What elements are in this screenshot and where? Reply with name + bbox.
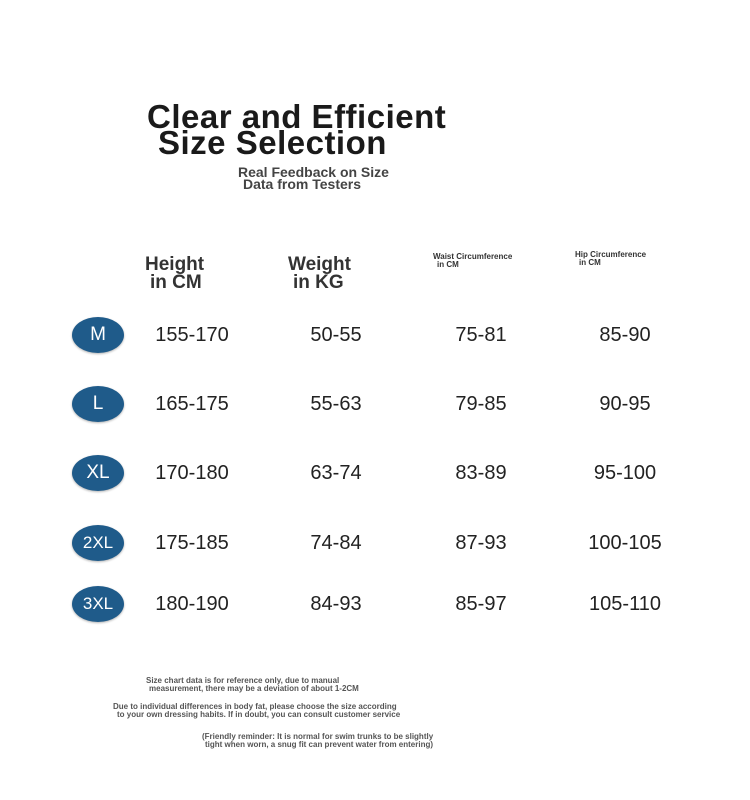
size-badge: L — [72, 386, 124, 422]
table-cell: 55-63 — [310, 393, 362, 415]
size-badge: 3XL — [72, 586, 124, 622]
table-cell: 85-97 — [455, 593, 507, 615]
note-line: Due to individual differences in body fa… — [113, 702, 397, 711]
column-header: Waist Circumference — [433, 252, 513, 261]
table-cell: 74-84 — [310, 532, 362, 554]
column-header: in CM — [437, 260, 459, 269]
table-cell: 165-175 — [155, 393, 229, 415]
subtitle-line: Data from Testers — [243, 176, 362, 192]
subtitle-line: Real Feedback on Size — [238, 164, 389, 180]
table-cell: 83-89 — [455, 462, 507, 484]
table-cell: 85-90 — [599, 324, 651, 346]
note-line: Size chart data is for reference only, d… — [146, 676, 340, 685]
table-cell: 75-81 — [455, 324, 507, 346]
table-cell: 63-74 — [310, 462, 362, 484]
table-cell: 105-110 — [589, 593, 661, 615]
table-cell: 170-180 — [155, 462, 229, 484]
column-header: in CM — [579, 258, 601, 267]
column-header: in CM — [150, 272, 202, 293]
note-line: tight when worn, a snug fit can prevent … — [205, 740, 434, 749]
table-cell: 95-100 — [593, 462, 657, 484]
note-line: (Friendly reminder: It is normal for swi… — [202, 732, 434, 741]
table-cell: 84-93 — [310, 593, 362, 615]
table-cell: 155-170 — [155, 324, 229, 346]
table-cell: 180-190 — [155, 593, 229, 615]
note-line: measurement, there may be a deviation of… — [149, 684, 359, 693]
column-header: Hip Circumference — [575, 250, 647, 259]
column-header: in KG — [293, 272, 344, 293]
title-line: Clear and Efficient — [147, 98, 447, 135]
table-cell: 175-185 — [155, 532, 229, 554]
table-cell: 87-93 — [455, 532, 507, 554]
size-badge: 2XL — [72, 525, 124, 561]
table-cell: 79-85 — [455, 393, 507, 415]
size-badge: XL — [72, 455, 124, 491]
table-cell: 100-105 — [588, 532, 662, 554]
table-cell: 90-95 — [599, 393, 651, 415]
note-line: to your own dressing habits. If in doubt… — [117, 710, 401, 719]
column-header: Weight — [288, 254, 351, 275]
table-cell: 50-55 — [310, 324, 362, 346]
title-line: Size Selection — [158, 124, 387, 161]
column-header: Height — [145, 254, 205, 275]
size-badge: M — [72, 317, 124, 353]
